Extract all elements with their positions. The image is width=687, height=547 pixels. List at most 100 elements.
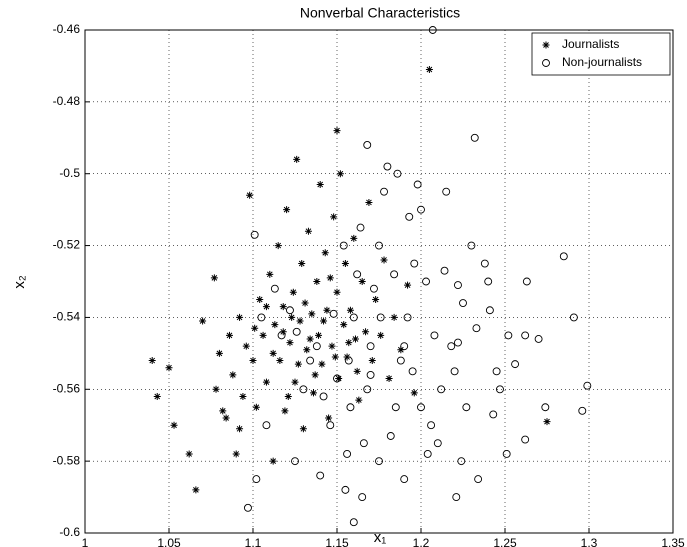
point <box>281 407 289 415</box>
point <box>311 371 319 379</box>
legend-box <box>531 32 671 76</box>
point <box>417 403 425 412</box>
point <box>343 353 351 361</box>
point <box>304 227 312 235</box>
point <box>430 331 439 340</box>
point <box>504 331 513 340</box>
point <box>252 403 260 411</box>
point <box>170 421 178 429</box>
point <box>329 309 338 318</box>
point <box>583 381 592 390</box>
point <box>271 321 279 329</box>
point <box>301 299 309 307</box>
point <box>148 357 156 365</box>
point <box>288 313 296 321</box>
point <box>279 328 287 336</box>
point <box>185 450 193 458</box>
point <box>257 313 266 322</box>
point <box>316 471 325 480</box>
point <box>299 385 308 394</box>
point <box>319 392 328 401</box>
point <box>543 418 551 426</box>
point <box>428 26 437 34</box>
point <box>368 357 376 365</box>
y-tick-label: -0.54 <box>53 310 81 324</box>
point <box>496 385 504 394</box>
point <box>306 356 315 365</box>
point <box>404 281 412 289</box>
y-tick-label: -0.56 <box>53 381 81 395</box>
point <box>511 360 520 369</box>
point <box>333 374 341 383</box>
point <box>405 212 414 221</box>
x-tick-label: 1.25 <box>493 536 517 547</box>
point <box>289 288 297 296</box>
point <box>400 475 409 484</box>
x-tick-label: 1.05 <box>157 536 181 547</box>
point <box>350 234 358 242</box>
point <box>459 299 467 308</box>
point <box>521 435 530 444</box>
point <box>366 370 375 379</box>
point <box>452 493 461 502</box>
point <box>502 450 511 458</box>
point <box>276 357 284 365</box>
point <box>212 385 220 393</box>
point <box>363 141 372 149</box>
point <box>559 252 568 261</box>
point <box>291 457 299 466</box>
point <box>410 259 419 268</box>
point <box>291 378 299 386</box>
point <box>269 349 277 357</box>
point <box>454 338 462 347</box>
point <box>365 198 373 206</box>
point <box>437 385 446 394</box>
point <box>375 241 383 250</box>
point <box>380 187 388 196</box>
point <box>383 162 392 171</box>
point <box>333 127 341 135</box>
point <box>252 475 261 484</box>
point <box>251 324 259 332</box>
point <box>199 317 207 325</box>
legend-label: Non-journalists <box>562 55 642 69</box>
point <box>521 331 530 340</box>
point <box>192 486 200 494</box>
y-tick-label: -0.48 <box>53 94 81 108</box>
point <box>306 335 314 343</box>
point <box>284 392 292 400</box>
point <box>239 392 247 400</box>
point <box>484 277 493 286</box>
point <box>370 284 378 293</box>
point <box>340 321 348 329</box>
point <box>442 187 451 196</box>
point <box>225 331 233 339</box>
point <box>165 364 173 372</box>
point <box>427 421 436 430</box>
point <box>274 242 282 250</box>
point <box>534 335 543 343</box>
point <box>410 389 418 397</box>
point <box>408 367 417 376</box>
point <box>325 414 333 422</box>
point <box>308 310 316 318</box>
point <box>316 180 324 188</box>
point <box>242 342 250 350</box>
point <box>489 410 498 419</box>
point <box>474 475 483 484</box>
point <box>328 342 336 350</box>
point <box>333 288 341 296</box>
point <box>246 191 254 199</box>
point <box>236 313 244 321</box>
point <box>321 249 329 257</box>
point <box>269 457 277 465</box>
point <box>309 389 317 397</box>
point <box>358 493 367 502</box>
point <box>293 155 301 163</box>
point <box>403 313 412 322</box>
point <box>349 313 358 322</box>
point <box>215 349 223 357</box>
point <box>286 306 294 315</box>
point <box>336 170 344 178</box>
